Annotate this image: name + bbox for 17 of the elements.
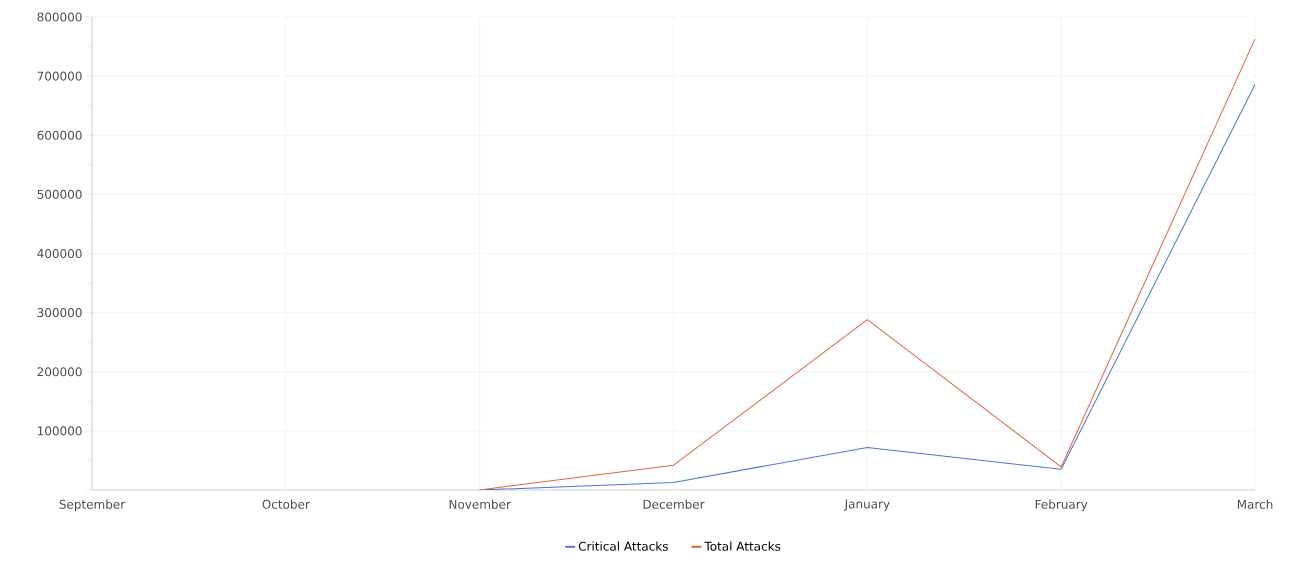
x-tick-label: January	[843, 499, 890, 511]
x-tick-label: March	[1237, 499, 1273, 509]
y-tick-label: 800000	[37, 12, 82, 22]
y-tick-label: 500000	[37, 189, 82, 199]
x-tick-label: October	[262, 499, 310, 509]
y-tick-label: 700000	[37, 71, 82, 81]
x-tick-label: September	[59, 499, 126, 512]
y-tick-label: 200000	[37, 367, 82, 377]
y-tick-label: 300000	[37, 308, 82, 318]
x-tick-label: February	[1035, 499, 1088, 512]
x-tick-label: December	[643, 499, 705, 509]
legend-label: Total Attacks	[704, 541, 781, 551]
y-tick-label: 600000	[37, 130, 82, 140]
y-tick-label: 100000	[37, 426, 82, 436]
legend-label: Critical Attacks	[578, 541, 668, 551]
x-tick-label: November	[449, 499, 511, 509]
y-tick-label: 400000	[37, 248, 82, 259]
